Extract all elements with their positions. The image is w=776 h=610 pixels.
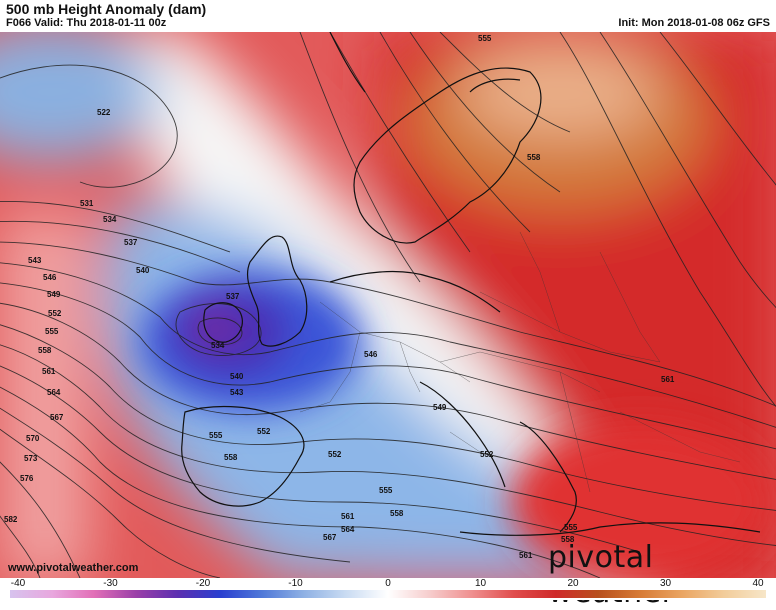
contour-label: 561 [42, 367, 56, 376]
contour-label: 555 [45, 327, 59, 336]
colorbar-tick: 10 [474, 578, 487, 589]
contour-label: 567 [50, 413, 64, 422]
contour-label: 549 [433, 403, 447, 412]
height-contours [0, 32, 776, 578]
contour-label: 558 [527, 153, 541, 162]
valid-time: F066 Valid: Thu 2018-01-11 00z [6, 17, 167, 29]
contour-label: 561 [519, 551, 533, 560]
contour-label: 537 [226, 292, 240, 301]
contour-label: 549 [47, 290, 61, 299]
borders [299, 231, 741, 493]
colorbar-tick: 20 [567, 578, 579, 589]
contour-label: 564 [47, 388, 61, 397]
colorbar-tick: 30 [659, 578, 672, 589]
contour-label: 546 [364, 350, 378, 359]
contour-label: 534 [103, 215, 117, 224]
contour-label: 546 [43, 273, 57, 282]
colorbar-tick: 40 [752, 578, 764, 589]
colorbar-tick: -10 [288, 578, 303, 589]
contour-label: 555 [478, 34, 492, 43]
contour-label: 561 [341, 512, 355, 521]
contour-label: 540 [230, 372, 244, 381]
colorbar-gradient [10, 590, 766, 598]
header: 500 mb Height Anomaly (dam) F066 Valid: … [0, 0, 776, 32]
init-time: Init: Mon 2018-01-08 06z GFS [618, 17, 770, 29]
contour-label: 561 [661, 375, 675, 384]
source-url: www.pivotalweather.com [8, 562, 139, 574]
contour-label: 552 [480, 450, 494, 459]
map-canvas: 555 522 558 531 534 537 540 543 546 549 … [0, 32, 776, 578]
contour-label: 552 [257, 427, 271, 436]
map-title: 500 mb Height Anomaly (dam) [6, 1, 207, 17]
colorbar-tick: -30 [103, 578, 118, 589]
contour-label: 522 [97, 108, 111, 117]
colorbar-tick: -20 [195, 578, 211, 589]
contour-label: 570 [26, 434, 40, 443]
contour-label: 543 [28, 256, 42, 265]
contour-label: 555 [209, 431, 223, 440]
contour-label: 552 [328, 450, 342, 459]
contour-label: 531 [80, 199, 94, 208]
contour-label: 537 [124, 238, 138, 247]
contour-label: 582 [4, 515, 18, 524]
contour-label: 543 [230, 388, 244, 397]
contour-label: 558 [390, 509, 404, 518]
contour-label: 552 [48, 309, 62, 318]
colorbar: -40 -30 -20 -10 0 10 20 30 40 [0, 578, 776, 600]
contour-label: 564 [341, 525, 355, 534]
contour-label: 567 [323, 533, 337, 542]
contour-labels: 555 522 558 531 534 537 540 543 546 549 … [4, 34, 675, 560]
contour-label: 558 [38, 346, 52, 355]
anomaly-field [0, 32, 776, 578]
contour-label: 555 [379, 486, 393, 495]
contour-label: 540 [136, 266, 150, 275]
contour-label: 573 [24, 454, 38, 463]
contour-label: 576 [20, 474, 34, 483]
colorbar-tick: 0 [385, 578, 391, 589]
anomaly-map: 555 522 558 531 534 537 540 543 546 549 … [0, 32, 776, 578]
contour-label: 558 [561, 535, 575, 544]
contour-label: 534 [211, 341, 225, 350]
contour-label: 558 [224, 453, 238, 462]
colorbar-tick: -40 [10, 578, 26, 589]
coastlines [181, 32, 761, 536]
contour-label: 555 [564, 523, 578, 532]
